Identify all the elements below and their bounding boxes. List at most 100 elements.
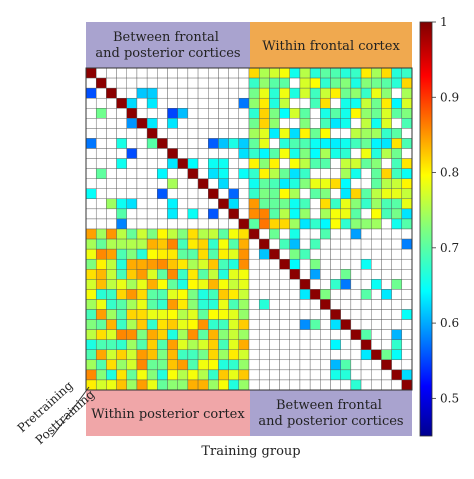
- heatmap-cell: [258, 339, 270, 350]
- heatmap-cell: [391, 158, 403, 169]
- heatmap-cell: [167, 218, 178, 230]
- heatmap-cell: [85, 138, 97, 149]
- heatmap-cell: [269, 97, 280, 109]
- heatmap-cell: [340, 198, 352, 210]
- heatmap-cell: [106, 158, 117, 169]
- heatmap-cell: [269, 178, 280, 189]
- heatmap-cell: [157, 218, 168, 230]
- heatmap-cell: [371, 208, 382, 220]
- heatmap-cell: [85, 218, 97, 230]
- heatmap-cell: [371, 67, 382, 79]
- heatmap-cell: [218, 289, 229, 300]
- heatmap-cell: [320, 379, 331, 391]
- heatmap-cell: [136, 67, 148, 79]
- heatmap-cell: [197, 248, 209, 260]
- heatmap-cell: [360, 138, 372, 149]
- heatmap-cell: [167, 208, 178, 220]
- heatmap-cell: [371, 87, 382, 99]
- heatmap-cell: [309, 269, 321, 280]
- heatmap-cell: [381, 188, 392, 200]
- heatmap-cell: [381, 77, 392, 89]
- heatmap-cell: [371, 339, 382, 350]
- heatmap-cell: [218, 379, 229, 391]
- heatmap-cell: [330, 279, 341, 290]
- heatmap-cell: [85, 158, 97, 169]
- heatmap-cell: [238, 289, 250, 300]
- heatmap-cell: [228, 87, 240, 99]
- heatmap-cell: [136, 269, 148, 280]
- heatmap-cell: [126, 329, 138, 340]
- heatmap-cell: [197, 379, 209, 391]
- heatmap-cell: [136, 87, 148, 99]
- heatmap-cell: [238, 158, 250, 169]
- heatmap-cell: [228, 279, 240, 290]
- heatmap-cell: [116, 248, 127, 260]
- heatmap-cell: [320, 188, 331, 200]
- heatmap-cell: [320, 309, 331, 320]
- heatmap-cell: [136, 379, 148, 391]
- heatmap-cell: [228, 379, 240, 391]
- heatmap-cell: [167, 299, 178, 310]
- heatmap-cell: [157, 87, 168, 99]
- heatmap-cell: [299, 138, 311, 149]
- heatmap-cell: [116, 369, 127, 381]
- heatmap-cell: [309, 228, 321, 240]
- heatmap-cell: [126, 228, 138, 240]
- heatmap-cell: [299, 228, 311, 240]
- heatmap-cell: [208, 299, 219, 310]
- heatmap-cell: [106, 77, 117, 89]
- heatmap-cell: [381, 349, 392, 361]
- heatmap-cell: [320, 289, 331, 300]
- heatmap-cell: [95, 379, 107, 391]
- heatmap-cell: [371, 279, 382, 290]
- heatmap-cell: [177, 198, 189, 210]
- heatmap-cell: [136, 228, 148, 240]
- heatmap-cell: [279, 67, 290, 79]
- heatmap-cell: [391, 97, 403, 109]
- heatmap-cell: [360, 258, 372, 270]
- heatmap-cell: [289, 67, 301, 79]
- heatmap-cell: [218, 138, 229, 149]
- heatmap-cell: [167, 87, 178, 99]
- heatmap-cell: [187, 118, 199, 129]
- heatmap-cell: [197, 258, 209, 270]
- heatmap-cell: [146, 87, 158, 99]
- heatmap-cell: [299, 329, 311, 340]
- heatmap-cell: [371, 108, 382, 119]
- heatmap-cell: [299, 87, 311, 99]
- heatmap-cell: [106, 168, 117, 179]
- heatmap-cell: [126, 258, 138, 270]
- region-label-bottom-right-line2: and posterior cortices: [258, 414, 403, 429]
- heatmap-cell: [126, 269, 138, 280]
- heatmap-cell: [95, 238, 107, 250]
- heatmap-cell: [371, 329, 382, 340]
- heatmap-cell: [85, 168, 97, 179]
- heatmap-cell: [279, 359, 290, 371]
- heatmap-cell: [85, 178, 97, 189]
- heatmap-cell: [299, 339, 311, 350]
- heatmap-cell: [177, 258, 189, 270]
- heatmap-cell: [238, 359, 250, 371]
- heatmap-cell: [269, 309, 280, 320]
- heatmap-cell: [177, 299, 189, 310]
- heatmap-cell: [126, 339, 138, 350]
- heatmap-cell: [299, 77, 311, 89]
- heatmap-cell: [340, 349, 352, 361]
- heatmap-cell: [106, 319, 117, 330]
- heatmap-cell: [371, 289, 382, 300]
- heatmap-cell: [146, 379, 158, 391]
- heatmap-cell: [401, 168, 413, 179]
- heatmap-cell: [177, 228, 189, 240]
- heatmap-cell: [85, 87, 97, 99]
- heatmap-cell: [401, 269, 413, 280]
- heatmap-cell: [85, 319, 97, 330]
- heatmap-cell: [289, 279, 301, 290]
- heatmap-cell: [340, 258, 352, 270]
- heatmap-cell: [360, 349, 372, 361]
- heatmap-cell: [208, 97, 219, 109]
- heatmap-cell: [157, 379, 168, 391]
- heatmap-cell: [136, 218, 148, 230]
- heatmap-cell: [187, 67, 199, 79]
- heatmap-cell: [106, 138, 117, 149]
- heatmap-cell: [208, 148, 219, 159]
